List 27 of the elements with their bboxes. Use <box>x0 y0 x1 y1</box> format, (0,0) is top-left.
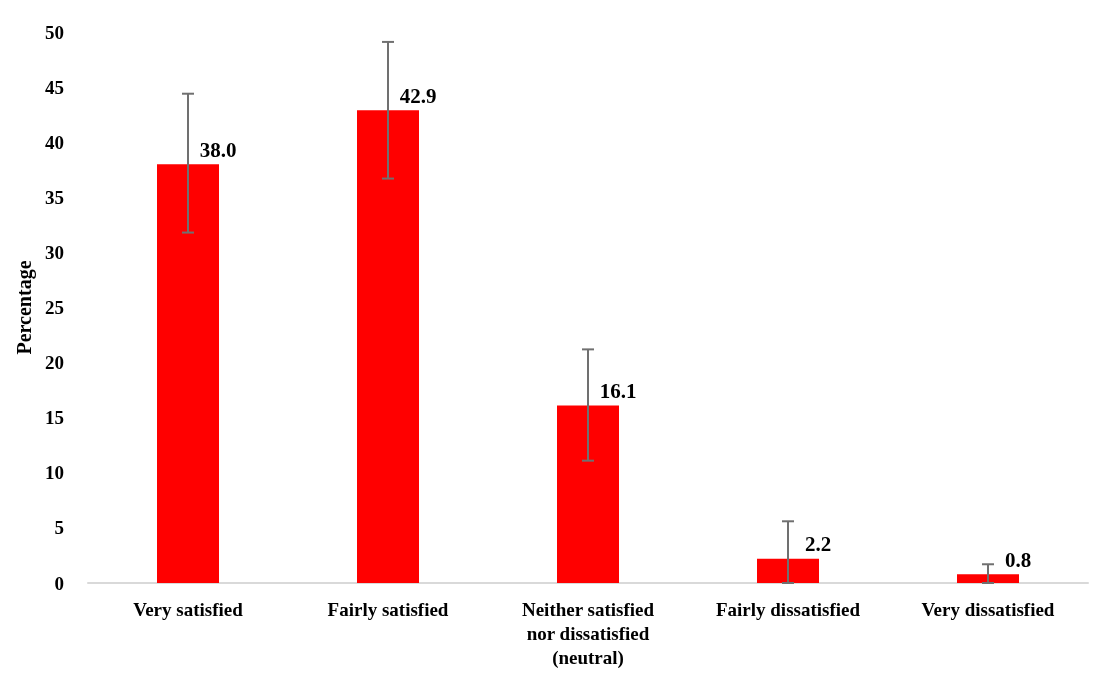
bar <box>557 405 619 583</box>
x-tick-label: Fairly dissatisfied <box>715 598 861 620</box>
y-tick-label: 45 <box>45 76 64 98</box>
y-tick-label: 15 <box>45 407 64 429</box>
y-tick-label: 50 <box>45 21 64 43</box>
data-label: 0.8 <box>1004 547 1032 572</box>
data-label: 16.1 <box>599 379 637 404</box>
y-tick-label: 10 <box>45 462 64 484</box>
bar <box>957 574 1019 583</box>
x-tick-label: Very satisfied <box>133 598 244 620</box>
data-label: 42.9 <box>399 83 437 108</box>
y-tick-label: 5 <box>54 517 64 539</box>
y-tick-label: 20 <box>45 352 64 374</box>
data-label: 38.0 <box>199 137 237 162</box>
bar <box>757 558 819 583</box>
data-label: 2.2 <box>804 532 832 557</box>
bar <box>357 110 419 583</box>
x-tick-label: Neither satisfied nor dissatisfied (neutral) <box>521 598 655 669</box>
y-tick-label: 30 <box>45 241 64 263</box>
y-axis-title: Percentage <box>13 260 37 355</box>
x-tick-label: Very dissatisfied <box>921 598 1055 620</box>
y-tick-label: 0 <box>54 572 64 594</box>
x-tick-label: Fairly satisfied <box>327 598 449 620</box>
y-tick-label: 40 <box>45 131 64 153</box>
bar <box>157 164 219 583</box>
y-tick-label: 25 <box>45 297 64 318</box>
y-tick-label: 35 <box>45 186 64 208</box>
